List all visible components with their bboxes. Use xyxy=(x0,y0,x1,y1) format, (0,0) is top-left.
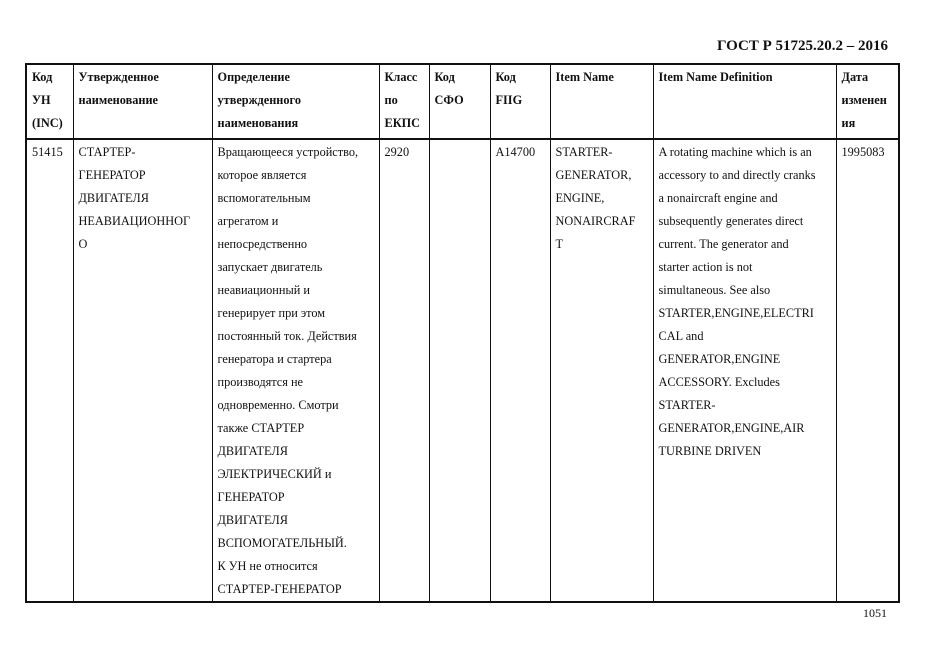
cell-line: ACCESSORY. Excludes xyxy=(658,375,780,389)
cell-line: одновременно. Смотри xyxy=(217,398,339,412)
cell-line: ГЕНЕРАТОР xyxy=(78,168,146,182)
cell-line: Код xyxy=(434,70,455,84)
cell-line: NONAIRCRAF xyxy=(555,214,636,228)
cell-line: производятся не xyxy=(217,375,304,389)
cell-line: GENERATOR,ENGINE,AIR xyxy=(658,421,805,435)
cell-line: НЕАВИАЦИОННОГ xyxy=(78,214,191,228)
cell-line: также СТАРТЕР xyxy=(217,421,305,435)
cell-line: A14700 xyxy=(495,145,536,159)
cell-line: TURBINE DRIVEN xyxy=(658,444,762,458)
cell-line: СФО xyxy=(434,93,464,107)
cell-line: simultaneous. See also xyxy=(658,283,771,297)
table-row: 51415 СТАРТЕР- ГЕНЕРАТОР ДВИГАТЕЛЯ НЕАВИАЦИО… xyxy=(25,138,900,603)
cell-line: Код xyxy=(495,70,516,84)
header-item-name-definition: Item Name Definition xyxy=(652,63,837,140)
cell-change-date: 1995083 xyxy=(835,138,900,603)
cell-line: ГЕНЕРАТОР xyxy=(217,490,285,504)
cell-line: ВСПОМОГАТЕЛЬНЫЙ. xyxy=(217,536,347,550)
cell-line: Вращающееся устройство, xyxy=(217,145,359,159)
cell-line: A rotating machine which is an xyxy=(658,145,812,159)
item-name-table: Код УН (INC) Утвержденное наименование Опреде… xyxy=(25,63,900,603)
cell-line: утвержденного xyxy=(217,93,301,107)
cell-line: О xyxy=(78,237,88,251)
cell-line: вспомогательным xyxy=(217,191,311,205)
cell-line: наименования xyxy=(217,116,299,130)
cell-line: STARTER- xyxy=(658,398,716,412)
cell-sfo-code xyxy=(428,138,491,603)
cell-line: current. The generator and xyxy=(658,237,789,251)
cell-line: непосредственно xyxy=(217,237,308,251)
cell-line: агрегатом и xyxy=(217,214,279,228)
cell-line: неавиационный и xyxy=(217,283,310,297)
header-ekps-class: Класс по ЕКПС xyxy=(378,63,430,140)
document-title: ГОСТ Р 51725.20.2 – 2016 xyxy=(716,38,888,54)
cell-line: СТАРТЕР- xyxy=(78,145,136,159)
header-fiig-code: Код FIIG xyxy=(489,63,551,140)
cell-definition: Вращающееся устройство, которое является в… xyxy=(211,138,380,603)
page-number: 1051 xyxy=(863,606,887,620)
cell-line: которое является xyxy=(217,168,307,182)
cell-line: 51415 xyxy=(32,145,63,159)
cell-line: STARTER- xyxy=(555,145,613,159)
cell-line: ДВИГАТЕЛЯ xyxy=(217,513,288,527)
cell-approved-name: СТАРТЕР- ГЕНЕРАТОР ДВИГАТЕЛЯ НЕАВИАЦИОННОГ О xyxy=(72,138,213,603)
header-approved-name: Утвержденное наименование xyxy=(72,63,213,140)
cell-line: accessory to and directly cranks xyxy=(658,168,816,182)
cell-line: К УН не относится xyxy=(217,559,318,573)
cell-line: subsequently generates direct xyxy=(658,214,804,228)
cell-line: генератора и стартера xyxy=(217,352,332,366)
cell-line: Класс xyxy=(384,70,418,84)
cell-line: Item Name xyxy=(555,70,614,84)
header-item-name: Item Name xyxy=(549,63,654,140)
cell-line: STARTER,ENGINE,ELECTRI xyxy=(658,306,814,320)
header-definition: Определение утвержденного наименования xyxy=(211,63,380,140)
cell-line: наименование xyxy=(78,93,159,107)
cell-line: GENERATOR,ENGINE xyxy=(658,352,781,366)
cell-line: постоянный ток. Действия xyxy=(217,329,357,343)
cell-line: ЭЛЕКТРИЧЕСКИЙ и xyxy=(217,467,332,481)
cell-line: генерирует при этом xyxy=(217,306,326,320)
cell-line: CAL and xyxy=(658,329,704,343)
cell-line: 1995083 xyxy=(841,145,885,159)
cell-line: ия xyxy=(841,116,856,130)
cell-line: 2920 xyxy=(384,145,410,159)
cell-line: T xyxy=(555,237,564,251)
cell-line: Утвержденное xyxy=(78,70,159,84)
cell-line: a nonaircraft engine and xyxy=(658,191,778,205)
header-row: Код УН (INC) Утвержденное наименование Опреде… xyxy=(25,63,900,140)
cell-line: Код xyxy=(32,70,53,84)
header-sfo-code: Код СФО xyxy=(428,63,491,140)
cell-line: (INC) xyxy=(32,116,63,130)
header-change-date: Дата изменен ия xyxy=(835,63,900,140)
cell-line: ENGINE, xyxy=(555,191,605,205)
cell-line: starter action is not xyxy=(658,260,753,274)
cell-line: ДВИГАТЕЛЯ xyxy=(217,444,288,458)
cell-ekps-class: 2920 xyxy=(378,138,430,603)
cell-line: ДВИГАТЕЛЯ xyxy=(78,191,149,205)
cell-line: УН xyxy=(32,93,51,107)
cell-line: по xyxy=(384,93,398,107)
cell-line: ЕКПС xyxy=(384,116,421,130)
header-inc-code: Код УН (INC) xyxy=(25,63,74,140)
cell-line: Определение xyxy=(217,70,290,84)
cell-line: изменен xyxy=(841,93,887,107)
cell-inc-code: 51415 xyxy=(25,138,74,603)
cell-line: Дата xyxy=(841,70,869,84)
cell-line: СТАРТЕР-ГЕНЕРАТОР xyxy=(217,582,342,596)
cell-line: GENERATOR, xyxy=(555,168,632,182)
cell-line: Item Name Definition xyxy=(658,70,773,84)
cell-item-name: STARTER- GENERATOR, ENGINE, NONAIRCRAF T xyxy=(549,138,654,603)
cell-fiig-code: A14700 xyxy=(489,138,551,603)
cell-line: FIIG xyxy=(495,93,523,107)
cell-item-name-definition: A rotating machine which is an accessory … xyxy=(652,138,837,603)
cell-line: запускает двигатель xyxy=(217,260,323,274)
